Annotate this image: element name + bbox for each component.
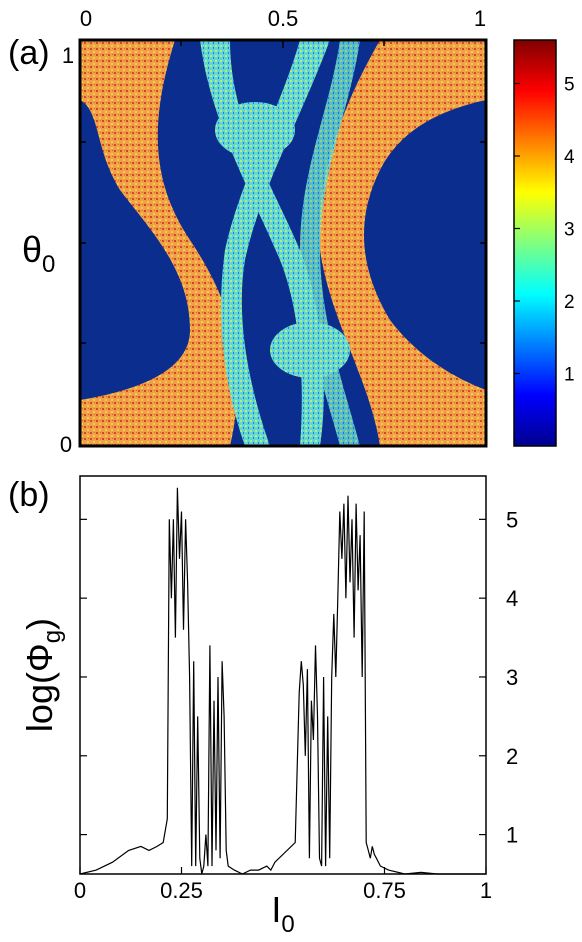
line-ytick-label: 3 (506, 665, 518, 690)
line-ytick-label: 1 (506, 823, 518, 848)
heatmap-band-left (80, 40, 238, 446)
line-xtick-label: 0 (74, 878, 86, 903)
heatmap-ytick-1: 1 (62, 43, 74, 68)
line-xlabel: I0 (271, 889, 294, 938)
colorbar-gradient (513, 39, 557, 447)
line-xtick-label: 0.75 (363, 878, 406, 903)
panel-label-a: (a) (8, 34, 50, 72)
colorbar-tick-label: 4 (564, 147, 575, 168)
panel-label-b: (b) (8, 476, 50, 514)
line-ticks: 0 0.25 0.75 1 1 2 3 4 5 (74, 507, 518, 903)
heatmap-xtick-0: 0 (80, 6, 92, 31)
line-frame (79, 475, 487, 875)
line-ytick-label: 5 (506, 507, 518, 532)
heatmap-xtick-1: 0.5 (268, 6, 299, 31)
colorbar-tick-label: 1 (564, 365, 575, 386)
heatmap-tickmarks (79, 39, 487, 447)
colorbar: 1 2 3 4 5 (513, 39, 575, 447)
line-series-0 (79, 487, 486, 875)
heatmap-ylabel: θ0 (22, 229, 55, 278)
line-ytick-label: 4 (506, 586, 518, 611)
line-ytick-label: 2 (506, 744, 518, 769)
heatmap-knot-bottom (270, 322, 350, 378)
colorbar-tick-label: 3 (564, 220, 575, 241)
line-xtick-label: 0.25 (160, 878, 203, 903)
heatmap-panel: (a) 0 0.5 1 0 1 θ0 (8, 6, 488, 457)
heatmap-ytick-0: 0 (60, 432, 72, 457)
heatmap-knot-top (215, 102, 295, 158)
heatmap-xtick-2: 1 (474, 6, 486, 31)
heatmap-field (80, 40, 486, 446)
line-ylabel: log(Φg) (19, 618, 66, 732)
colorbar-tick-label: 5 (564, 75, 575, 96)
heatmap-band-right (319, 40, 486, 446)
colorbar-tick-label: 2 (564, 292, 575, 313)
line-xtick-label: 1 (480, 878, 492, 903)
colorbar-ticks: 1 2 3 4 5 (514, 75, 575, 386)
line-panel: (b) 0 0.25 0.75 1 1 2 3 4 5 I0 log(Φg) (8, 475, 518, 938)
